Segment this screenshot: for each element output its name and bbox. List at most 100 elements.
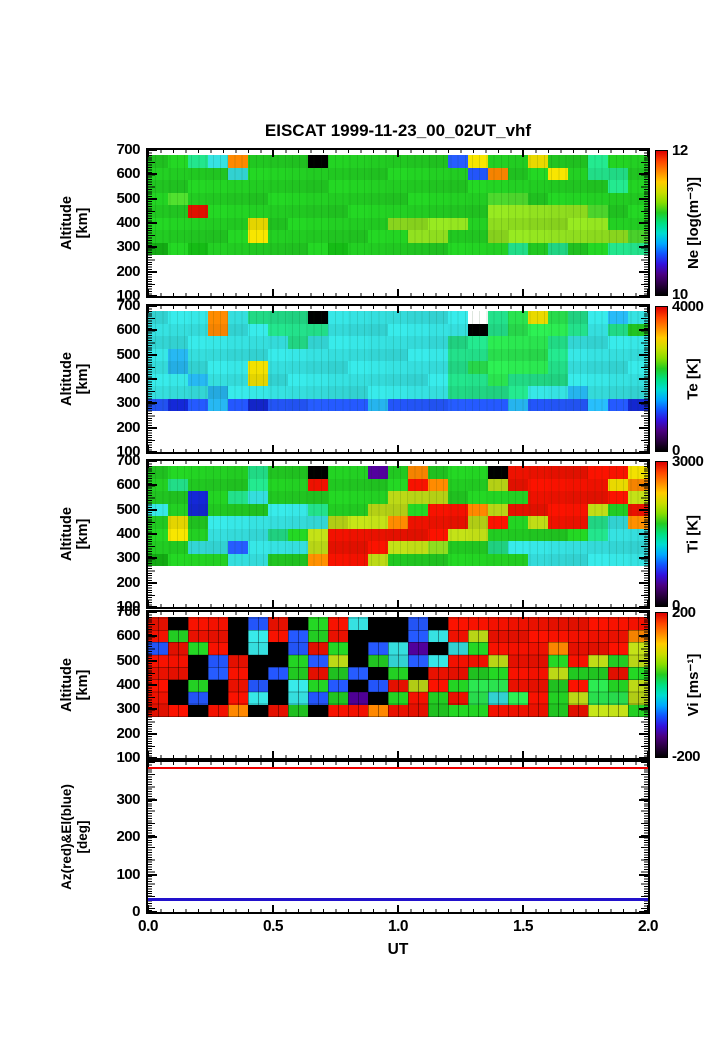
heatmap-cell — [188, 323, 208, 336]
heatmap-cell — [388, 629, 408, 642]
heatmap-cell — [168, 167, 188, 180]
heatmap-cell — [428, 348, 448, 361]
heatmap-cell — [368, 553, 388, 566]
heatmap-cell — [188, 617, 208, 630]
heatmap-cell — [568, 541, 588, 554]
heatmap-cell — [428, 398, 448, 411]
heatmap-cell — [468, 642, 488, 655]
heatmap-cell — [168, 478, 188, 491]
heatmap-cell — [368, 629, 388, 642]
heatmap-cell — [428, 617, 448, 630]
heatmap-cell — [228, 642, 248, 655]
heatmap-cell — [248, 373, 268, 386]
x-major-tick — [522, 751, 524, 758]
heatmap-cell — [508, 629, 528, 642]
heatmap-cell — [608, 541, 628, 554]
heatmap-cell — [288, 541, 308, 554]
heatmap-cell — [368, 348, 388, 361]
heatmap-cell — [448, 503, 468, 516]
heatmap-cell — [268, 217, 288, 230]
heatmap-cell — [428, 503, 448, 516]
heatmap-cell — [548, 679, 568, 692]
heatmap-cell — [448, 217, 468, 230]
y-major-tick — [639, 557, 648, 560]
heatmap-cell — [308, 516, 328, 529]
y-major-tick — [639, 732, 648, 735]
heatmap-cell — [168, 541, 188, 554]
heatmap-cell — [528, 155, 548, 168]
heatmap-cell — [528, 373, 548, 386]
y-major-tick — [639, 329, 648, 332]
heatmap-cell — [528, 654, 548, 667]
heatmap-cell — [528, 642, 548, 655]
heatmap-cell — [328, 679, 348, 692]
y-major-tick — [639, 508, 648, 511]
heatmap-cell — [208, 654, 228, 667]
heatmap-cell — [308, 667, 328, 680]
heatmap-cell — [508, 541, 528, 554]
heatmap-cell — [288, 667, 308, 680]
x-major-tick — [272, 306, 274, 313]
heatmap-cell — [188, 553, 208, 566]
colorbar-te — [655, 306, 668, 452]
el-line — [148, 897, 648, 902]
heatmap-cell — [248, 386, 268, 399]
heatmap-cell — [548, 230, 568, 243]
colorbar-title-text: Ti [K] — [684, 514, 702, 554]
heatmap-cell — [208, 373, 228, 386]
heatmap-cell — [228, 230, 248, 243]
heatmap-cell — [248, 654, 268, 667]
heatmap-cell — [408, 180, 428, 193]
heatmap-cell — [508, 667, 528, 680]
heatmap-cell — [388, 386, 408, 399]
x-major-tick — [522, 905, 524, 912]
heatmap-cell — [428, 361, 448, 374]
heatmap-cell — [268, 373, 288, 386]
y-major-tick — [639, 757, 648, 759]
heatmap-cell — [588, 541, 608, 554]
heatmap-cell — [368, 704, 388, 717]
heatmap-cell — [468, 361, 488, 374]
heatmap-cell — [468, 679, 488, 692]
heatmap-cell — [288, 361, 308, 374]
heatmap-cell — [588, 398, 608, 411]
heatmap-cell — [248, 491, 268, 504]
heatmap-cell — [268, 478, 288, 491]
heatmap-cell — [448, 704, 468, 717]
heatmap-cell — [568, 516, 588, 529]
heatmap-cell — [188, 679, 208, 692]
heatmap-cell — [448, 541, 468, 554]
heatmap-cell — [168, 491, 188, 504]
heatmap-cell — [288, 629, 308, 642]
heatmap-cell — [508, 336, 528, 349]
heatmap-cell — [368, 692, 388, 705]
heatmap-cell — [548, 205, 568, 218]
heatmap-cell — [268, 348, 288, 361]
y-tick-label: 300 — [116, 700, 140, 718]
heatmap-cell — [348, 311, 368, 324]
x-major-tick — [647, 600, 649, 607]
heatmap-cell — [348, 466, 368, 479]
heatmap-cell — [208, 642, 228, 655]
heatmap-cell — [248, 516, 268, 529]
heatmap-cell — [248, 528, 268, 541]
heatmap-cell — [428, 692, 448, 705]
x-tick-label: 1.0 — [387, 918, 409, 935]
heatmap-cell — [448, 491, 468, 504]
heatmap-cell — [608, 617, 628, 630]
heatmap-cell — [208, 155, 228, 168]
heatmap-cell — [328, 503, 348, 516]
colorbar-title: Ti [K] — [678, 461, 708, 607]
colorbar-vi — [655, 612, 668, 758]
heatmap-cell — [588, 692, 608, 705]
heatmap-cell — [468, 242, 488, 255]
heatmap-cell — [548, 311, 568, 324]
heatmap-cell — [348, 242, 368, 255]
heatmap-cell — [168, 466, 188, 479]
y-axis-title: Altitude [km] — [56, 306, 94, 452]
heatmap-cell — [328, 230, 348, 243]
heatmap-cell — [208, 679, 228, 692]
heatmap-cell — [228, 516, 248, 529]
heatmap-cell — [408, 679, 428, 692]
